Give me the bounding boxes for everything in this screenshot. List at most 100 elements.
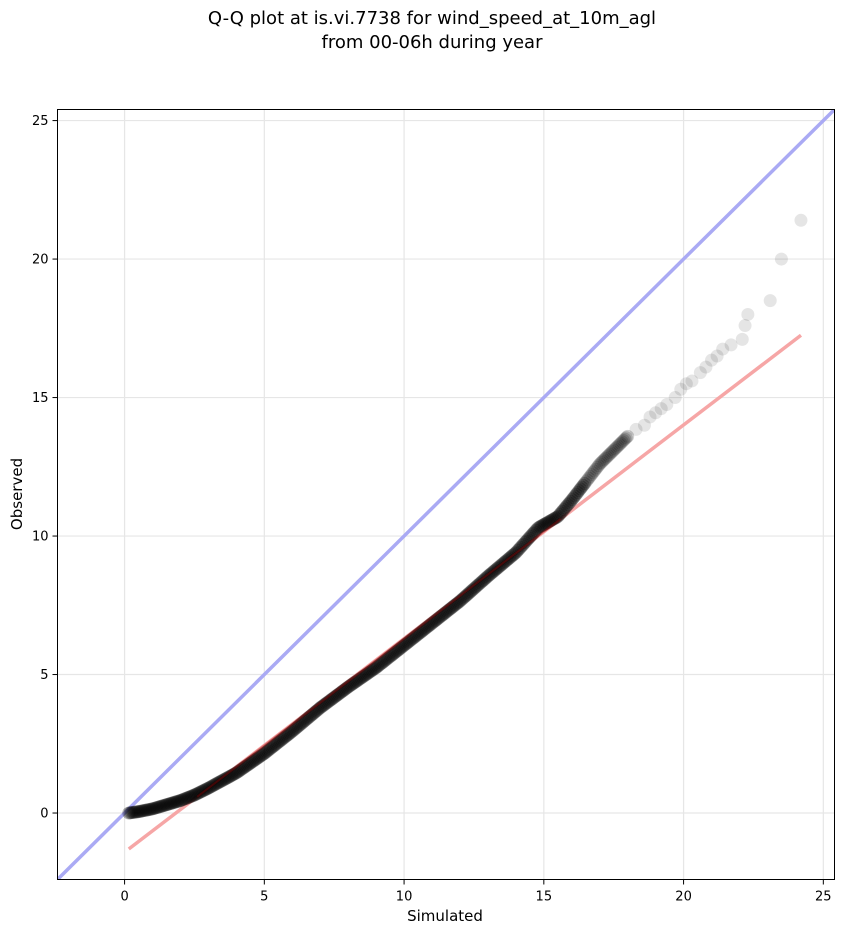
tail-point-5	[660, 397, 674, 411]
quantile-point	[598, 451, 612, 465]
quantile-point	[147, 801, 161, 815]
quantile-point	[398, 637, 412, 651]
quantile-point	[373, 657, 387, 671]
quantile-point	[259, 745, 273, 759]
quantile-point	[362, 665, 376, 679]
quantile-point	[368, 662, 382, 676]
quantile-point	[182, 790, 196, 804]
quantile-point	[444, 601, 458, 615]
quantile-point	[579, 475, 593, 489]
quantile-point	[137, 804, 151, 818]
quantile-point	[608, 442, 622, 456]
quantile-point	[535, 519, 549, 533]
quantile-point	[205, 779, 219, 793]
quantile-point	[326, 691, 340, 705]
quantile-point	[569, 487, 583, 501]
quantile-point	[386, 647, 400, 661]
quantile-point	[515, 539, 529, 553]
quantile-point	[508, 546, 522, 560]
quantile-point	[129, 805, 143, 819]
quantile-point	[525, 528, 539, 542]
quantile-point	[504, 550, 518, 564]
tail-point-19	[763, 294, 777, 308]
y-axis-label: Observed	[8, 458, 26, 530]
chart-title-line-1: Q-Q plot at is.vi.7738 for wind_speed_at…	[208, 8, 656, 29]
quantile-point	[396, 640, 410, 654]
quantile-point	[568, 489, 582, 503]
quantile-point	[408, 630, 422, 644]
x-tick-label-0: 0	[120, 890, 128, 905]
quantile-point	[122, 806, 136, 820]
quantile-point	[482, 569, 496, 583]
quantile-point	[134, 804, 148, 818]
tail-point-8	[679, 377, 693, 391]
quantile-point	[175, 793, 189, 807]
quantile-point	[412, 626, 426, 640]
quantile-point	[237, 760, 251, 774]
quantile-point	[459, 588, 473, 602]
quantile-point	[372, 658, 386, 672]
quantile-point	[279, 729, 293, 743]
quantile-point	[209, 777, 223, 791]
quantile-point	[305, 708, 319, 722]
quantile-point	[131, 805, 145, 819]
quantile-point	[161, 797, 175, 811]
quantile-point	[226, 768, 240, 782]
quantile-point	[591, 459, 605, 473]
plot-area-frame	[57, 109, 835, 880]
quantile-point	[202, 781, 216, 795]
quantile-point	[248, 753, 262, 767]
quantile-point	[158, 798, 172, 812]
quantile-point	[425, 617, 439, 631]
quantile-point	[471, 578, 485, 592]
quantile-point	[343, 679, 357, 693]
quantile-point	[447, 599, 461, 613]
quantile-point	[230, 765, 244, 779]
quantile-point	[371, 660, 385, 674]
quantile-point	[166, 796, 180, 810]
quantile-point	[337, 683, 351, 697]
quantile-point	[457, 591, 471, 605]
quantile-point	[293, 718, 307, 732]
quantile-point	[287, 723, 301, 737]
quantile-point	[330, 688, 344, 702]
quantile-point	[351, 673, 365, 687]
quantile-point	[225, 768, 239, 782]
quantile-point	[302, 710, 316, 724]
tail-point-2	[643, 410, 657, 424]
quantile-point	[384, 648, 398, 662]
quantile-point	[554, 506, 568, 520]
quantile-point	[566, 491, 580, 505]
quantile-point	[543, 514, 557, 528]
quantile-point	[478, 572, 492, 586]
quantile-point	[180, 791, 194, 805]
quantile-point	[247, 754, 261, 768]
tail-point-9	[685, 374, 699, 388]
quantile-point	[390, 644, 404, 658]
quantile-point	[493, 559, 507, 573]
quantile-point	[532, 520, 546, 534]
quantile-point	[126, 805, 140, 819]
quantile-point	[200, 782, 214, 796]
quantile-point	[195, 784, 209, 798]
y-tick-label-0: 0	[40, 807, 48, 822]
quantile-point	[501, 552, 515, 566]
quantile-point	[496, 557, 510, 571]
quantile-point	[560, 499, 574, 513]
quantile-point	[421, 620, 435, 634]
quantile-point	[148, 801, 162, 815]
quantile-point	[407, 631, 421, 645]
quantile-point	[455, 592, 469, 606]
quantile-point	[208, 778, 222, 792]
quantile-point	[314, 701, 328, 715]
quantile-point	[529, 523, 543, 537]
quantile-point	[346, 677, 360, 691]
quantile-point	[341, 680, 355, 694]
quantile-point	[191, 786, 205, 800]
quantile-point	[573, 482, 587, 496]
quantile-point	[183, 790, 197, 804]
reference-lines	[57, 109, 835, 880]
quantile-point	[219, 771, 233, 785]
quantile-point	[308, 705, 322, 719]
